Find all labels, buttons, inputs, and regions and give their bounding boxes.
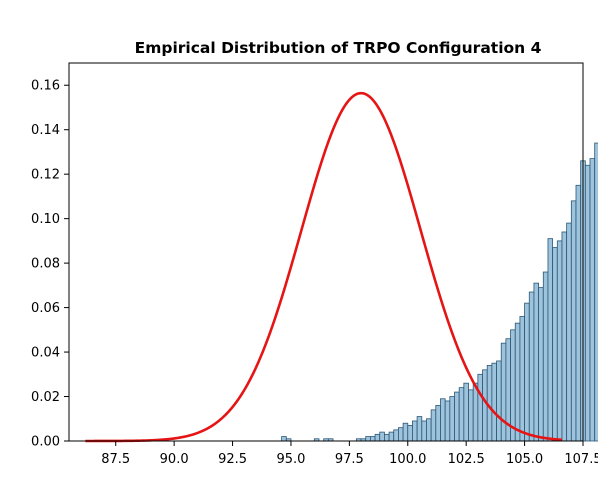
histogram-bar: [384, 433, 390, 442]
y-axis: 0.00 0.02 0.04 0.06 0.08 0.10 0.12 0.14 0.16: [31, 79, 69, 450]
histogram-bar: [570, 200, 577, 442]
histogram-bar: [402, 422, 409, 442]
plot-frame: [68, 62, 584, 442]
histogram-bars: [281, 142, 598, 442]
histogram-bar: [482, 369, 488, 442]
histogram-bar: [444, 400, 451, 442]
chart-title: Empirical Distribution of TRPO Configura…: [135, 39, 542, 57]
histogram-bar: [421, 420, 427, 442]
histogram-bar: [575, 184, 582, 442]
histogram-bar: [454, 391, 460, 442]
histogram-bar: [430, 409, 437, 442]
y-tick-label: 0.06: [31, 301, 60, 316]
histogram-bar: [426, 418, 432, 442]
histogram-bar: [491, 362, 497, 442]
histogram-bar: [281, 436, 287, 442]
histogram-bar: [472, 382, 479, 442]
histogram-bar: [496, 360, 502, 442]
y-tick-label: 0.16: [31, 79, 60, 94]
x-tick-label: 105.0: [506, 452, 543, 467]
histogram-bar: [514, 322, 521, 442]
histogram-bar: [542, 271, 549, 442]
histogram-bar: [519, 316, 525, 442]
x-tick-label: 100.0: [389, 452, 426, 467]
histogram-bar: [393, 429, 399, 442]
histogram-bar: [388, 431, 395, 442]
histogram-bar: [594, 142, 598, 442]
y-tick-label: 0.02: [31, 390, 60, 405]
histogram-bar: [524, 302, 530, 442]
histogram-bar: [398, 427, 404, 442]
y-tick-label: 0.04: [31, 346, 60, 361]
normal-fit-curve: [85, 91, 563, 443]
x-tick-label: 97.5: [335, 452, 364, 467]
histogram-bar: [407, 425, 413, 442]
y-tick-label: 0.14: [31, 123, 60, 138]
histogram-bar: [365, 436, 371, 442]
histogram-bar: [477, 373, 483, 442]
histogram-bar: [566, 222, 572, 442]
histogram-bar: [416, 416, 423, 442]
histogram-bar: [547, 238, 554, 442]
histogram-bar: [412, 420, 418, 442]
histogram-bar: [379, 431, 385, 442]
x-tick-label: 95.0: [276, 452, 305, 467]
x-tick-label: 87.5: [101, 452, 130, 467]
histogram-bar: [463, 382, 469, 442]
histogram-bar: [538, 287, 544, 442]
y-tick-label: 0.12: [31, 168, 60, 183]
histogram-bar: [500, 342, 507, 442]
y-tick-label: 0.10: [31, 212, 60, 227]
y-tick-label: 0.08: [31, 257, 60, 272]
x-tick-label: 90.0: [160, 452, 189, 467]
x-tick-label: 102.5: [448, 452, 485, 467]
histogram-bar: [552, 247, 558, 442]
histogram-bar: [458, 387, 465, 442]
x-axis: 87.5 90.0 92.5 95.0 97.5 100.0 102.5 105.0 107.5: [101, 441, 598, 467]
histogram-bar: [374, 433, 381, 442]
histogram-bar: [435, 405, 441, 442]
histogram-bar: [440, 398, 446, 442]
x-tick-label: 107.5: [564, 452, 598, 467]
histogram-bar: [369, 436, 376, 442]
y-tick-label: 0.00: [31, 435, 60, 450]
histogram-bar: [584, 164, 591, 442]
histogram-bar: [449, 396, 455, 442]
histogram-bar: [528, 291, 535, 442]
histogram-bar: [589, 158, 596, 442]
histogram-bar: [561, 231, 568, 442]
x-tick-label: 92.5: [218, 452, 247, 467]
histogram-bar: [468, 389, 474, 442]
histogram-bar: [510, 329, 516, 442]
histogram-bar: [556, 240, 563, 442]
histogram-bar: [533, 282, 540, 442]
